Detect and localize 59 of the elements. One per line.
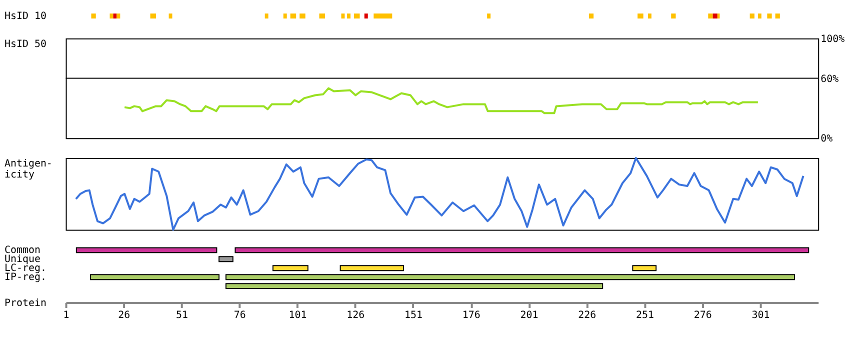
bar	[750, 14, 754, 19]
x-tick-label: 126	[346, 310, 365, 321]
x-tick-label: 276	[694, 310, 712, 321]
bar	[290, 14, 296, 19]
bar	[91, 14, 96, 19]
category-label: IP-reg.	[4, 272, 46, 284]
x-tick-label: 1	[63, 310, 70, 321]
bar	[347, 14, 350, 19]
x-axis-title: Protein	[4, 298, 46, 309]
x-tick-label: 101	[288, 310, 307, 321]
bar	[272, 265, 308, 272]
bar	[76, 247, 218, 254]
bar	[113, 14, 117, 19]
bar	[283, 14, 287, 19]
x-tick-label: 176	[462, 310, 480, 321]
bar	[487, 14, 491, 19]
bar	[671, 14, 676, 19]
bar	[648, 14, 652, 19]
bar	[264, 14, 268, 19]
x-tick-label: 26	[118, 310, 130, 321]
bar	[632, 265, 657, 272]
bar	[168, 14, 172, 19]
bar	[758, 14, 762, 19]
bar	[225, 283, 604, 290]
bar	[354, 14, 360, 19]
bar	[218, 256, 234, 262]
category-label: LC-reg.	[4, 263, 46, 274]
y-tick-label: 100%	[820, 34, 845, 45]
bar	[300, 14, 306, 19]
y-tick-label: 0%	[820, 134, 833, 145]
bar	[588, 14, 594, 19]
bar	[116, 14, 120, 19]
bar	[90, 274, 220, 280]
bar	[712, 14, 718, 19]
x-tick-label: 301	[752, 310, 770, 321]
y-tick-label: HsID 10	[4, 11, 46, 22]
bar	[767, 14, 772, 19]
bar	[708, 14, 713, 19]
bar	[150, 14, 156, 19]
y-axis-title: HsID 50	[4, 38, 46, 50]
bar	[225, 274, 795, 280]
bar	[340, 265, 404, 272]
y-tick-label: 60%	[820, 74, 839, 85]
x-tick-label: 51	[176, 310, 188, 321]
bar	[319, 14, 326, 19]
x-tick-label: 226	[578, 310, 596, 321]
x-tick-label: 201	[520, 310, 538, 321]
x-tick-label: 151	[404, 310, 422, 321]
category-label: Unique	[4, 254, 40, 266]
bar	[234, 247, 810, 254]
line-series	[124, 87, 759, 114]
bar	[364, 14, 368, 19]
bar	[341, 14, 345, 19]
y-axis-title: Antigen- icity	[4, 158, 52, 180]
bar	[374, 14, 392, 19]
bar	[775, 14, 780, 19]
x-tick-label: 251	[636, 310, 654, 321]
bar	[638, 14, 644, 19]
x-tick-label: 76	[234, 310, 246, 321]
